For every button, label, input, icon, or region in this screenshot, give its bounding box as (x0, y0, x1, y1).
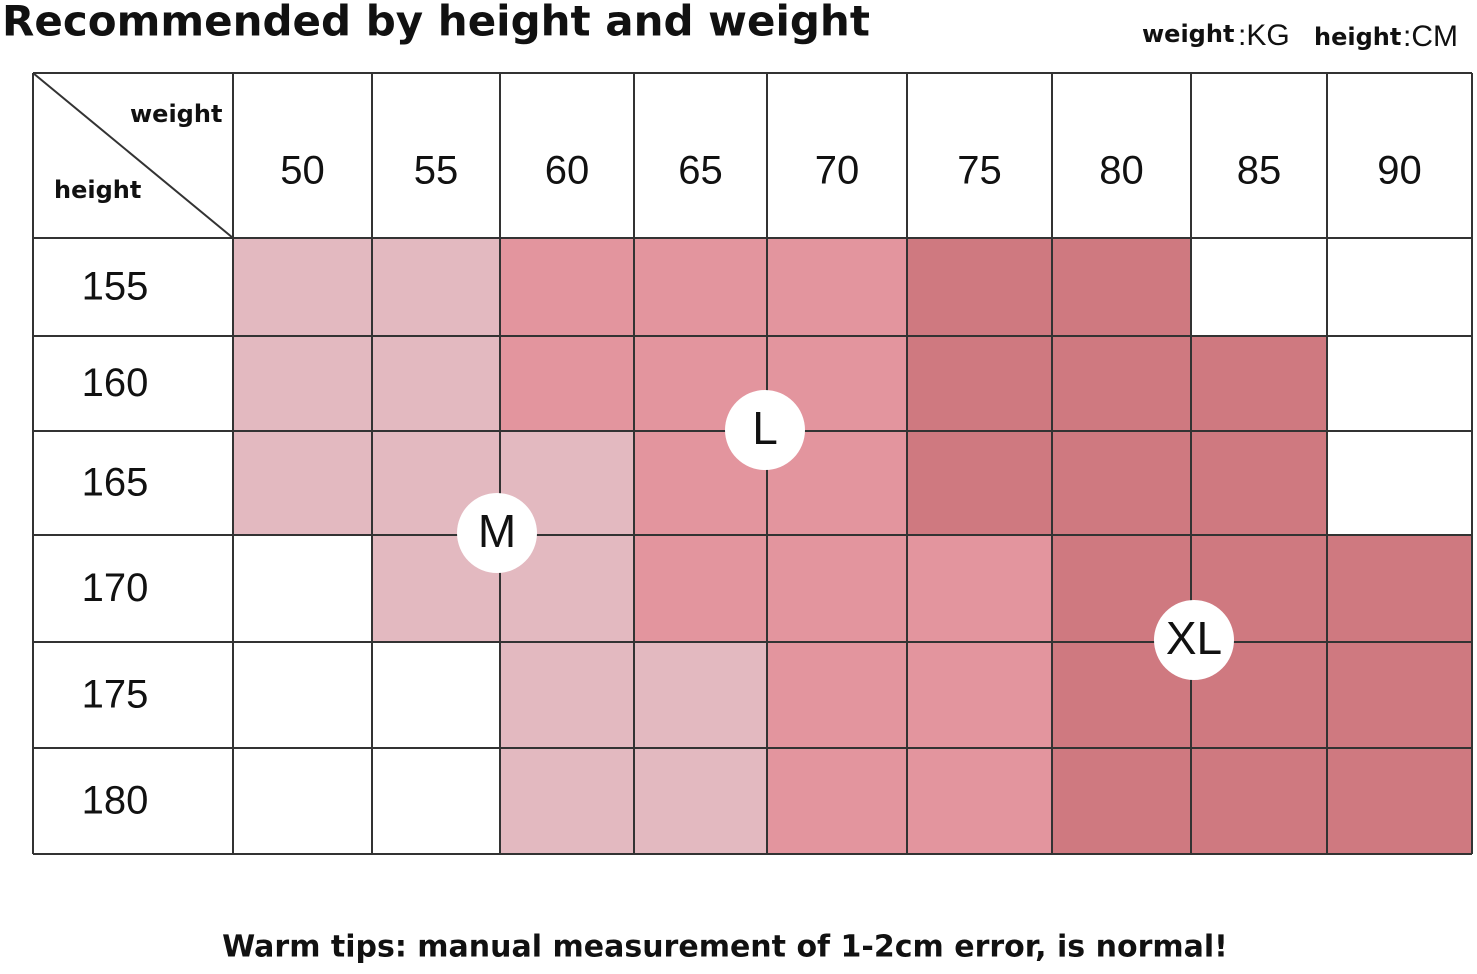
size-cell (907, 336, 1052, 431)
corner-label: height (54, 176, 141, 204)
size-cell (500, 642, 634, 748)
title: Recommended by height and weight (2, 0, 870, 46)
height-label: 160 (82, 361, 149, 405)
size-cell (1052, 431, 1191, 535)
size-cell (1052, 336, 1191, 431)
weight-header: 50 (280, 149, 325, 193)
height-label: 175 (82, 673, 149, 717)
size-cell (372, 336, 500, 431)
unit-label: weight (1142, 20, 1234, 48)
size-cell (1191, 336, 1327, 431)
size-cell (1327, 748, 1472, 854)
size-cell (634, 535, 767, 642)
corner-diagonal (32, 72, 234, 239)
size-cell (907, 238, 1052, 336)
size-cell (907, 642, 1052, 748)
size-badge (457, 493, 537, 573)
size-cell (634, 642, 767, 748)
weight-header: 90 (1377, 149, 1422, 193)
size-cell (767, 748, 907, 854)
size-badge (1154, 600, 1234, 680)
unit: :CM (1403, 20, 1458, 53)
weight-header: 80 (1099, 149, 1144, 193)
weight-header: 60 (545, 149, 590, 193)
size-cell (767, 642, 907, 748)
size-cell (767, 535, 907, 642)
size-cell (233, 336, 372, 431)
unit: :KG (1238, 19, 1290, 52)
height-label: 180 (82, 779, 149, 823)
size-cell (1327, 642, 1472, 748)
size-cell (233, 238, 372, 336)
height-label: 170 (82, 566, 149, 610)
weight-header: 75 (957, 149, 1002, 193)
weight-header: 85 (1237, 149, 1282, 193)
size-cell (1052, 238, 1191, 336)
size-label: L (752, 402, 778, 454)
weight-header: 65 (678, 149, 723, 193)
size-cell (1191, 431, 1327, 535)
unit-label: height (1314, 23, 1401, 51)
size-badge (725, 390, 805, 470)
size-cell (634, 748, 767, 854)
size-label: M (478, 505, 516, 557)
size-cell (1191, 748, 1327, 854)
size-label: XL (1166, 612, 1222, 664)
size-cell (907, 535, 1052, 642)
weight-header: 70 (815, 149, 860, 193)
size-cell (907, 431, 1052, 535)
weight-header: 55 (414, 149, 459, 193)
size-cell (907, 748, 1052, 854)
size-cell (500, 336, 634, 431)
size-cell (767, 238, 907, 336)
cells (233, 238, 1472, 854)
size-cell (233, 431, 372, 535)
height-label: 165 (82, 461, 149, 505)
size-cell (500, 238, 634, 336)
height-label: 155 (82, 265, 149, 309)
size-cell (500, 748, 634, 854)
size-cell (1327, 535, 1472, 642)
size-cell (634, 238, 767, 336)
size-cell (372, 238, 500, 336)
size-cell (1052, 748, 1191, 854)
footer: Warm tips: manual measurement of 1-2cm e… (222, 930, 1228, 965)
corner-label: weight (130, 100, 222, 128)
